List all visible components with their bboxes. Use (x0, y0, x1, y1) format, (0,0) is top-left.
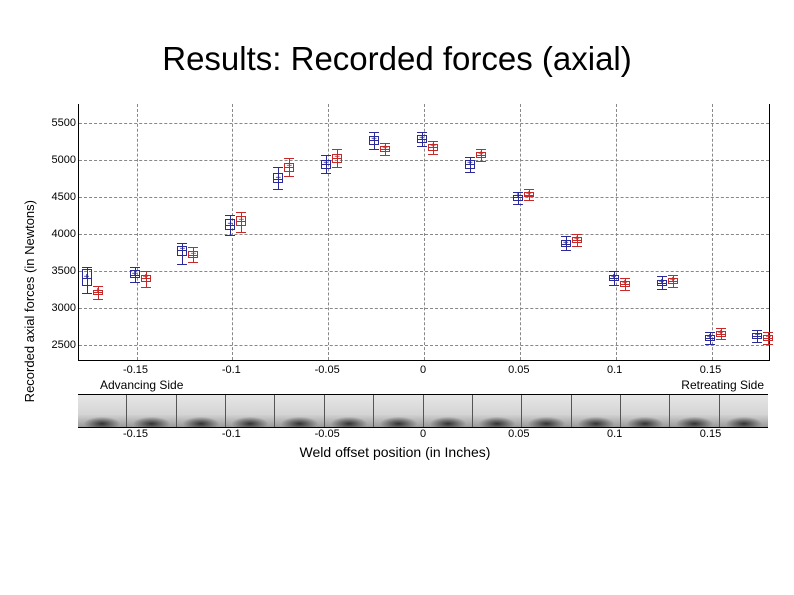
y-tick-label: 5500 (36, 117, 76, 129)
gridline-v (712, 104, 713, 360)
x-tick-label: 0.1 (607, 428, 622, 440)
gridline-v (520, 104, 521, 360)
x-tick-label: -0.1 (222, 364, 241, 376)
gridline-v (137, 104, 138, 360)
gridline-v (616, 104, 617, 360)
x-tick-label: -0.05 (315, 364, 340, 376)
x-tick-label: 0.05 (508, 428, 529, 440)
weld-thumbnail (669, 395, 718, 427)
weld-thumbnail (274, 395, 323, 427)
y-tick-label: 2500 (36, 339, 76, 351)
thumbnail-strip (78, 394, 768, 428)
x-axis-label: Weld offset position (in Inches) (20, 444, 770, 460)
weld-thumbnail (620, 395, 669, 427)
weld-thumbnail (324, 395, 373, 427)
plot-area: ++++++++++++++++++++++++++++++ (78, 104, 770, 361)
weld-thumbnail (78, 395, 126, 427)
weld-thumbnail (719, 395, 768, 427)
weld-thumbnail (472, 395, 521, 427)
x-tick-label: 0 (420, 428, 426, 440)
weld-thumbnail (423, 395, 472, 427)
weld-thumbnail (126, 395, 175, 427)
weld-thumbnail (521, 395, 570, 427)
x-tick-label: 0.1 (607, 364, 622, 376)
x-tick-label: 0.15 (700, 428, 721, 440)
x-tick-label: -0.05 (315, 428, 340, 440)
y-tick-label: 5000 (36, 154, 76, 166)
y-tick-label: 3500 (36, 265, 76, 277)
y-axis-label: Recorded axial forces (in Newtons) (22, 200, 37, 402)
x-tick-label: -0.15 (123, 364, 148, 376)
weld-thumbnail (225, 395, 274, 427)
weld-thumbnail (176, 395, 225, 427)
y-tick-label: 3000 (36, 302, 76, 314)
x-tick-label: -0.15 (123, 428, 148, 440)
gridline-v (328, 104, 329, 360)
retreating-side-label: Retreating Side (681, 378, 764, 392)
x-tick-label: 0.05 (508, 364, 529, 376)
advancing-side-label: Advancing Side (100, 378, 183, 392)
weld-thumbnail (571, 395, 620, 427)
axial-force-chart: Recorded axial forces (in Newtons) +++++… (20, 100, 770, 460)
x-tick-label: 0.15 (700, 364, 721, 376)
weld-thumbnail (373, 395, 422, 427)
x-tick-label: -0.1 (222, 428, 241, 440)
y-tick-label: 4000 (36, 228, 76, 240)
page-title: Results: Recorded forces (axial) (0, 40, 794, 78)
y-tick-label: 4500 (36, 191, 76, 203)
gridline-v (232, 104, 233, 360)
x-tick-label: 0 (420, 364, 426, 376)
